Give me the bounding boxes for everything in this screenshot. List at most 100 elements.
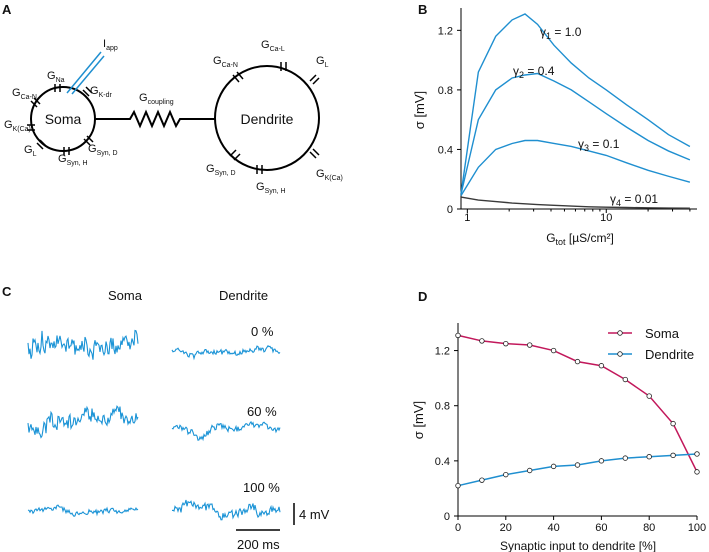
- legend-marker: [617, 351, 623, 357]
- soma-trace-title: Soma: [108, 288, 143, 303]
- percent-label: 60 %: [247, 404, 277, 419]
- data-point: [455, 332, 461, 339]
- voltage-trace: [171, 420, 281, 442]
- series-line-1: [460, 13, 691, 195]
- voltage-scale-label: 4 mV: [299, 507, 330, 522]
- dendrite-channel-label: GSyn, D: [206, 163, 236, 177]
- soma-channel-symbols: [27, 84, 94, 155]
- x-tick-label: 40: [547, 522, 559, 534]
- percent-label: 100 %: [243, 480, 280, 495]
- data-point: [622, 376, 628, 383]
- voltage-trace: [171, 344, 281, 361]
- soma-channel-label: GSyn, H: [58, 153, 88, 167]
- data-point: [574, 462, 581, 468]
- x-tick-label: 60: [595, 522, 607, 534]
- data-point: [646, 393, 652, 399]
- y-tick-label: 0: [447, 204, 453, 216]
- dendrite-trace-title: Dendrite: [219, 288, 268, 303]
- series-line-2: [460, 72, 691, 195]
- dendrite-channel-label: GK(Ca): [316, 168, 343, 182]
- coupling-label: Gcoupling: [139, 92, 174, 106]
- soma-channel-label: GK(Ca): [4, 119, 31, 133]
- y-tick-label: 0.4: [438, 144, 453, 156]
- coupling-resistor-icon: [95, 109, 215, 129]
- data-point: [550, 463, 557, 470]
- data-point: [622, 455, 628, 461]
- chart-d: 0 0.4 0.8 1.2 0 20 40 60 80 100 Soma Dendrite σ [m…: [411, 323, 706, 552]
- panel-label-d: D: [418, 289, 427, 304]
- series-line-4: [460, 196, 690, 209]
- dendrite-label: Dendrite: [241, 111, 294, 127]
- series-label-4: γ4 = 0.01: [610, 192, 658, 208]
- data-point: [479, 338, 485, 344]
- circuit-diagram: Soma Dendrite Gcoupling Iapp GNa GK-dr G…: [4, 38, 343, 195]
- data-point: [550, 347, 557, 354]
- data-point: [598, 363, 605, 369]
- data-point: [503, 471, 509, 478]
- chart-b: 0 0.4 0.8 1.2 1 10 γ1 = 1.0 γ2 = 0.4 γ3 = 0.1 γ4…: [412, 8, 697, 247]
- dendrite-channel-label: GSyn, H: [256, 181, 286, 195]
- panel-label-b: B: [418, 2, 427, 17]
- y-tick-label: 0.8: [435, 401, 450, 413]
- panel-label-c: C: [2, 284, 12, 299]
- x-tick-label: 20: [500, 522, 512, 534]
- dendrite-channel-label: GCa-N: [213, 55, 238, 69]
- series-label-1: γ1 = 1.0: [540, 25, 582, 41]
- soma-label: Soma: [45, 111, 82, 127]
- panel-label-a: A: [2, 2, 12, 17]
- x-axis-label: Gtot [µS/cm²]: [546, 231, 614, 247]
- series-label-2: γ2 = 0.4: [513, 64, 555, 80]
- data-point: [503, 340, 509, 347]
- electrode-icon: [66, 51, 102, 94]
- y-axis-label: σ [mV]: [412, 91, 427, 129]
- dendrite-channel-symbols: [229, 62, 320, 174]
- y-tick-label: 0.8: [438, 85, 453, 97]
- y-axis-label: σ [mV]: [411, 401, 426, 439]
- y-tick-label: 0.4: [435, 456, 450, 468]
- soma-channel-label: GSyn, D: [88, 143, 118, 157]
- data-point: [574, 358, 581, 365]
- electrode-icon: [71, 55, 105, 95]
- series-line-dendrite: [457, 453, 698, 487]
- legend-label: Dendrite: [645, 347, 694, 362]
- data-point: [694, 469, 700, 475]
- y-tick-label: 1.2: [438, 25, 453, 37]
- data-point: [598, 458, 605, 464]
- dendrite-channel-label: GL: [316, 55, 329, 69]
- x-tick-label: 100: [688, 522, 706, 534]
- soma-channel-label: GK-dr: [90, 85, 112, 99]
- x-axis-label: Synaptic input to dendrite [%]: [500, 539, 656, 552]
- data-point: [455, 482, 461, 489]
- time-scale-label: 200 ms: [237, 537, 280, 552]
- x-tick-label: 80: [643, 522, 655, 534]
- voltage-traces: Soma Dendrite 0 % 60 % 100 % 4 mV 200 ms: [27, 288, 330, 552]
- data-point: [646, 454, 652, 460]
- dendrite-channel-label: GCa-L: [261, 39, 285, 53]
- data-point: [694, 451, 700, 457]
- legend-label: Soma: [645, 326, 680, 341]
- y-tick-label: 1.2: [435, 346, 450, 358]
- data-point: [670, 452, 676, 459]
- data-point: [479, 477, 485, 483]
- voltage-trace: [27, 329, 139, 360]
- voltage-trace: [27, 504, 139, 517]
- series-label-3: γ3 = 0.1: [578, 137, 620, 153]
- soma-channel-label: GL: [24, 144, 37, 158]
- soma-channel-label: GNa: [47, 70, 65, 84]
- data-point: [527, 467, 533, 474]
- series-line-3: [460, 139, 691, 196]
- soma-channel-label: GCa-N: [12, 87, 37, 101]
- y-tick-label: 0: [444, 511, 450, 523]
- x-tick-label: 0: [455, 522, 461, 534]
- voltage-trace: [27, 405, 139, 439]
- legend-marker: [617, 330, 623, 336]
- percent-label: 0 %: [251, 324, 274, 339]
- voltage-trace: [171, 499, 281, 521]
- x-tick-label: 1: [464, 212, 470, 224]
- x-tick-label: 10: [600, 212, 612, 224]
- iapp-label: Iapp: [103, 38, 118, 52]
- data-point: [670, 420, 676, 427]
- data-point: [527, 342, 533, 348]
